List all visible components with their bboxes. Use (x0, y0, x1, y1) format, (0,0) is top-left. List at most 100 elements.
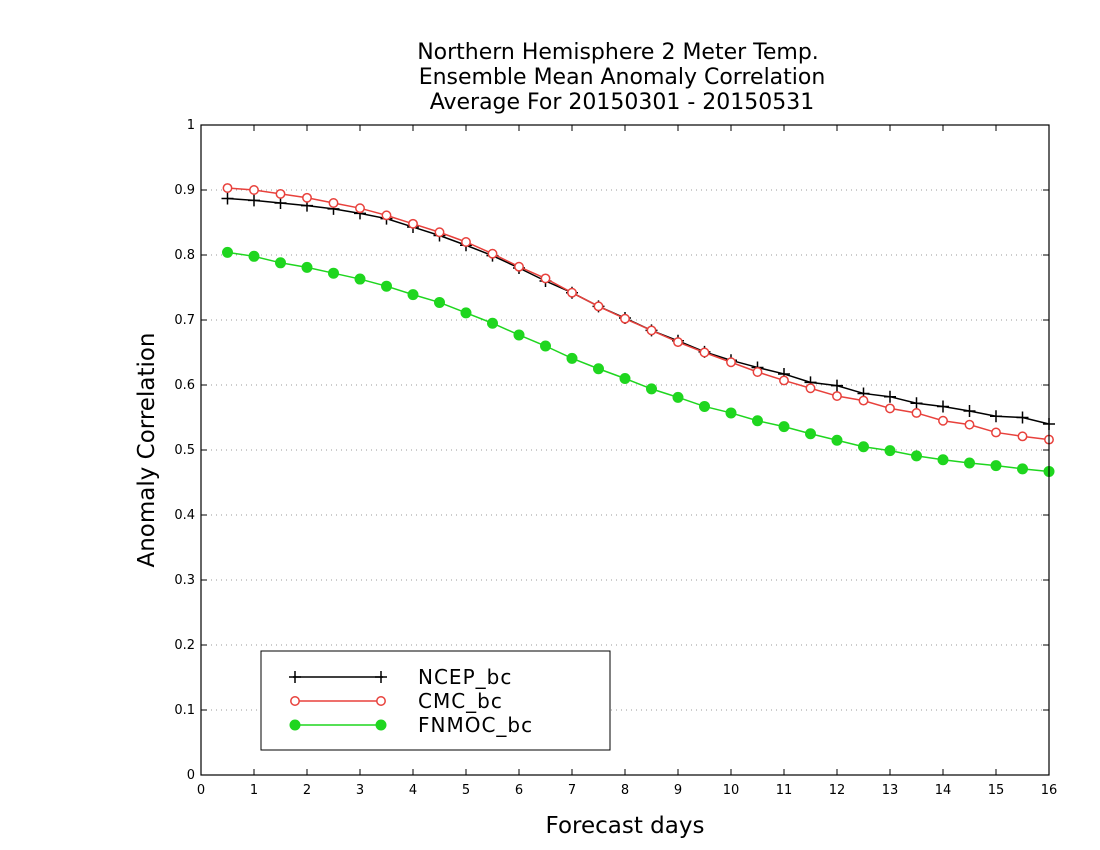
series-CMC_bc (222, 183, 1054, 445)
data-point (937, 400, 949, 413)
data-point (699, 400, 710, 412)
data-point (725, 407, 737, 419)
y-tick-label: 0.2 (174, 638, 195, 653)
legend-marker (375, 719, 387, 731)
data-point (832, 391, 842, 401)
data-point (222, 246, 233, 258)
data-point (248, 194, 260, 207)
legend-marker (289, 719, 301, 731)
chart-title: Northern Hemisphere 2 Meter Temp. Ensemb… (417, 40, 825, 115)
data-point (778, 421, 790, 433)
legend-marker (376, 696, 386, 706)
data-point (884, 445, 896, 457)
data-point (275, 257, 286, 269)
data-point (434, 227, 445, 238)
legend-marker (375, 671, 387, 683)
x-tick-label: 9 (674, 783, 682, 798)
series-line (227, 187, 1050, 441)
data-point (514, 261, 524, 272)
data-point (672, 391, 684, 403)
data-point (937, 454, 949, 466)
data-point (274, 197, 287, 209)
data-point (381, 280, 392, 292)
data-point (805, 383, 816, 394)
title-line-3: Average For 20150301 - 20150531 (430, 90, 815, 115)
y-tick-label: 0.6 (174, 378, 195, 393)
data-point (328, 198, 339, 208)
data-point (646, 383, 657, 395)
y-tick-label: 0.3 (174, 573, 195, 588)
x-axis-label: Forecast days (546, 813, 705, 839)
data-point (540, 273, 551, 284)
x-tick-label: 13 (882, 783, 899, 798)
data-point (248, 250, 260, 262)
data-point (1016, 411, 1029, 424)
data-point (487, 248, 498, 259)
data-point (938, 415, 948, 426)
x-tick-label: 16 (1041, 783, 1058, 798)
data-point (779, 375, 789, 386)
series-line (227, 197, 1050, 425)
data-point (487, 317, 498, 329)
series-NCEP_bc (221, 192, 1055, 430)
data-point (991, 427, 1001, 438)
y-tick-label: 0.4 (174, 508, 195, 523)
data-point (354, 273, 366, 285)
data-point (990, 460, 1002, 472)
data-point (249, 185, 259, 195)
data-point (831, 379, 843, 392)
data-point (461, 237, 471, 247)
x-tick-label: 8 (621, 783, 629, 798)
series-line (227, 251, 1050, 473)
legend-label: NCEP_bc (418, 665, 512, 689)
y-tick-label: 1 (187, 118, 195, 133)
x-tick-label: 7 (568, 783, 576, 798)
plot-frame (200, 124, 1050, 776)
data-point (619, 373, 631, 384)
data-point (593, 363, 604, 375)
data-point (408, 218, 418, 229)
data-point (407, 289, 419, 301)
x-tick-label: 10 (723, 783, 740, 798)
legend-label: CMC_bc (418, 689, 503, 713)
data-point (990, 410, 1002, 423)
x-tick-label: 15 (988, 783, 1005, 798)
data-point (567, 287, 577, 298)
legend-label: FNMOC_bc (418, 713, 533, 737)
data-point (884, 390, 896, 403)
data-point (911, 450, 922, 462)
data-point (355, 203, 365, 214)
data-point (1017, 463, 1028, 475)
data-point (831, 434, 843, 446)
data-point (673, 337, 683, 348)
y-axis-label: Anomaly Correlation (134, 332, 160, 567)
x-tick-label: 14 (935, 783, 952, 798)
data-point (620, 313, 630, 324)
data-point (646, 325, 657, 336)
y-tick-label: 0.1 (174, 703, 195, 718)
series-FNMOC_bc (222, 246, 1055, 477)
data-point (910, 397, 923, 410)
x-tick-label: 3 (356, 783, 364, 798)
x-tick-label: 5 (462, 783, 470, 798)
x-tick-label: 0 (197, 783, 205, 798)
axis-ticks: 00.10.20.30.40.50.60.70.80.910 1 2 3 4 5 6 7 8 9 1… (174, 118, 1057, 798)
data-point (964, 457, 975, 469)
data-point (328, 267, 339, 279)
data-point (513, 329, 525, 341)
data-point (222, 183, 233, 194)
series-group (221, 183, 1055, 477)
x-tick-label: 4 (409, 783, 417, 798)
x-tick-label: 1 (250, 783, 258, 798)
legend-marker (290, 696, 300, 706)
title-line-2: Ensemble Mean Anomaly Correlation (419, 65, 826, 90)
data-point (752, 415, 763, 427)
y-tick-label: 0.5 (174, 443, 195, 458)
data-point (566, 352, 578, 364)
data-point (858, 441, 869, 453)
data-point (885, 403, 895, 414)
y-tick-label: 0.7 (174, 313, 195, 328)
data-point (726, 357, 736, 368)
